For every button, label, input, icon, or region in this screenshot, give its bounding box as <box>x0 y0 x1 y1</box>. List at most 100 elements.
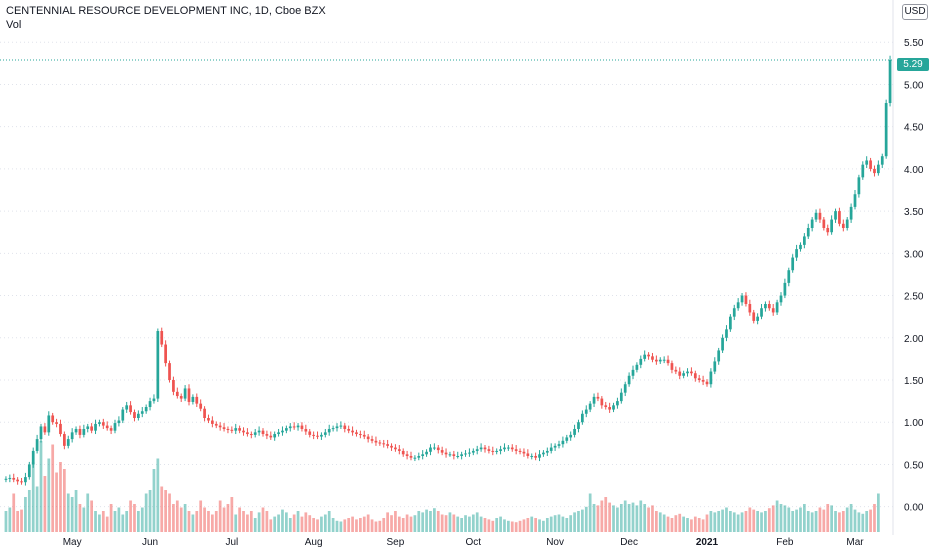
candle-body <box>799 244 802 250</box>
y-tick-label: 4.00 <box>904 165 924 176</box>
y-tick-label: 2.50 <box>904 292 924 303</box>
candle-body <box>160 331 164 345</box>
volume-bar <box>573 512 576 532</box>
candle-body <box>682 373 685 376</box>
candle-body <box>382 443 386 445</box>
volume-bar <box>440 514 444 532</box>
volume-bar <box>179 507 183 532</box>
candle-body <box>468 452 471 454</box>
candle-body <box>281 430 284 433</box>
y-tick-label: 1.00 <box>904 418 924 429</box>
volume-bar <box>522 519 526 532</box>
candle-body <box>623 384 627 393</box>
candle-body <box>499 449 502 451</box>
x-tick-label: May <box>63 537 82 548</box>
volume-bar <box>647 507 650 532</box>
candle-body <box>471 450 475 453</box>
volume-bar <box>199 500 203 532</box>
volume-bar <box>292 514 296 532</box>
candle-body <box>86 426 90 429</box>
candle-body <box>417 456 421 458</box>
candle-body <box>257 430 261 433</box>
volume-bar <box>841 511 845 532</box>
volume-bar <box>709 511 713 532</box>
candle-body <box>553 445 557 448</box>
volume-bar <box>152 469 156 532</box>
candle-body <box>767 304 771 309</box>
candle-body <box>246 432 249 435</box>
candle-body <box>787 270 791 283</box>
volume-bar <box>713 512 717 532</box>
volume-bar <box>791 511 795 532</box>
candle-body <box>604 405 608 408</box>
volume-bar <box>323 514 327 532</box>
candle-body <box>686 371 689 374</box>
candle-body <box>12 477 16 480</box>
volume-bar <box>604 497 608 532</box>
candle-body <box>507 447 510 449</box>
candle-body <box>475 449 479 451</box>
candle-body <box>764 304 767 309</box>
x-tick-label: Dec <box>620 537 638 548</box>
candle-body <box>327 428 331 433</box>
volume-bar <box>312 518 315 532</box>
volume-bar <box>600 500 604 532</box>
volume-bar <box>214 511 218 532</box>
x-tick-label: 2021 <box>696 537 719 548</box>
candle-body <box>600 398 604 406</box>
candle-body <box>156 331 160 399</box>
volume-bar <box>187 511 191 532</box>
candle-body <box>320 434 323 437</box>
volume-bar <box>74 490 78 532</box>
volume-bar <box>374 521 378 532</box>
candle-body <box>304 428 308 432</box>
candle-body <box>214 423 218 426</box>
candle-body <box>121 409 125 421</box>
volume-bar <box>853 509 857 532</box>
candle-body <box>518 450 522 452</box>
volume-bar <box>612 505 615 532</box>
candle-body <box>331 428 335 430</box>
candle-body <box>179 396 183 399</box>
volume-bar <box>55 472 58 532</box>
volume-bar <box>799 507 802 532</box>
candle-body <box>164 344 167 364</box>
currency-button[interactable]: USD <box>902 4 928 20</box>
candle-body <box>207 418 210 421</box>
candle-body <box>195 396 199 404</box>
candle-body <box>631 369 635 376</box>
volume-bar <box>444 515 448 532</box>
volume-bar <box>666 516 670 532</box>
volume-bar <box>857 512 861 532</box>
candle-body <box>409 456 413 458</box>
candle-body <box>140 411 144 414</box>
volume-bar <box>471 514 475 532</box>
candle-body <box>339 425 343 427</box>
candle-body <box>82 428 86 435</box>
volume-bar <box>238 507 241 532</box>
y-tick-label: 5.50 <box>904 38 924 49</box>
candle-body <box>405 454 409 456</box>
candle-body <box>218 425 222 428</box>
volume-bar <box>775 500 779 532</box>
volume-bar <box>39 441 43 532</box>
x-tick-label: Sep <box>387 537 405 548</box>
y-tick-label: 1.50 <box>904 376 924 387</box>
candle-body <box>736 302 740 309</box>
candle-body <box>732 308 736 317</box>
volume-bar <box>43 476 47 532</box>
volume-bar <box>436 511 440 532</box>
volume-bar <box>877 493 880 532</box>
volume-bar <box>729 511 732 532</box>
candle-body <box>448 454 452 456</box>
volume-bar <box>378 520 382 532</box>
candle-body <box>39 426 43 440</box>
candle-body <box>253 432 257 435</box>
volume-bar <box>631 502 635 532</box>
volume-bar <box>172 504 175 532</box>
y-tick-label: 3.50 <box>904 207 924 218</box>
volume-bar <box>183 504 187 532</box>
candle-body <box>316 435 319 437</box>
candle-body <box>522 451 526 454</box>
